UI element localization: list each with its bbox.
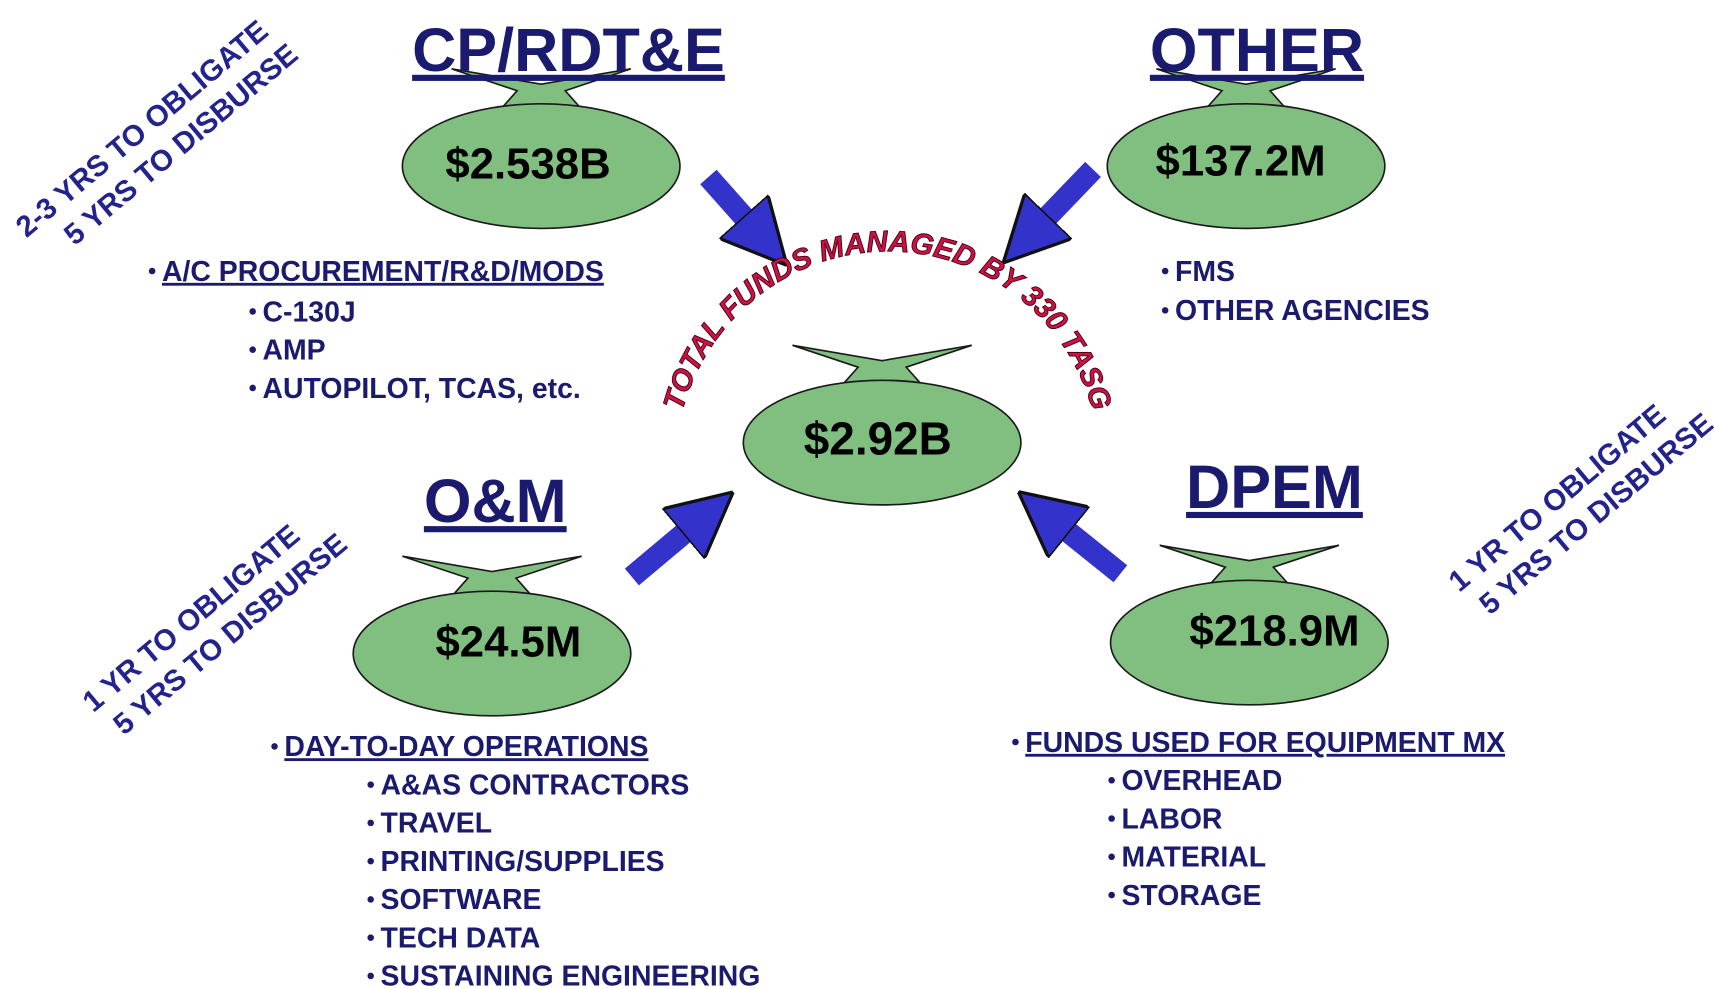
- list-item: PRINTING/SUPPLIES: [381, 846, 665, 878]
- bullet: [367, 896, 374, 903]
- arrow: [700, 169, 752, 226]
- bag-title: O&M: [424, 467, 567, 535]
- bag-body: [352, 590, 632, 717]
- arrow: [1040, 161, 1101, 225]
- bullet: [249, 346, 256, 353]
- bullet: [271, 743, 278, 750]
- note-line: 5 YRS TO DISBURSE: [58, 38, 304, 252]
- note-line: 5 YRS TO DISBURSE: [1473, 407, 1714, 621]
- bullet: [1161, 307, 1169, 314]
- list-item: TECH DATA: [381, 922, 541, 954]
- bag-body: [742, 379, 1022, 506]
- bullet: [148, 267, 156, 275]
- money-bag: [401, 68, 681, 230]
- arrow: [624, 526, 693, 586]
- list-item: OVERHEAD: [1121, 765, 1282, 797]
- list-item: FMS: [1175, 256, 1235, 288]
- bullet: [1108, 776, 1115, 784]
- bullet: [367, 972, 374, 980]
- bullet: [1161, 267, 1169, 275]
- bullet: [1108, 891, 1115, 899]
- list-item: OTHER AGENCIES: [1175, 295, 1430, 327]
- money-bag: [1106, 68, 1386, 230]
- bullet: [367, 819, 374, 827]
- money-bag: [1109, 544, 1389, 706]
- money-bag: [742, 344, 1022, 506]
- list-item: SUSTAINING ENGINEERING: [381, 961, 761, 989]
- list-header: DAY-TO-DAY OPERATIONS: [284, 731, 648, 763]
- bullet: [249, 308, 256, 315]
- total-amount: $2.92B: [804, 413, 952, 465]
- list-item: SOFTWARE: [381, 884, 542, 916]
- list-header: FUNDS USED FOR EQUIPMENT MX: [1025, 727, 1505, 759]
- list-item: A&AS CONTRACTORS: [381, 769, 690, 801]
- bag-amount: $137.2M: [1156, 136, 1326, 185]
- bag-amount: $24.5M: [436, 617, 582, 666]
- arrows: [624, 161, 1128, 586]
- bullet: [367, 857, 374, 865]
- bullet: [1108, 853, 1115, 861]
- list-item: TRAVEL: [381, 808, 493, 840]
- bag-title: OTHER: [1150, 16, 1364, 84]
- bag-amount: $218.9M: [1189, 606, 1359, 655]
- list-item: AMP: [263, 335, 326, 367]
- bullet: [249, 384, 256, 392]
- list-item: LABOR: [1121, 803, 1222, 835]
- bag-body: [401, 102, 681, 230]
- bullet: [1108, 815, 1115, 822]
- list-header: A/C PROCUREMENT/R&D/MODS: [162, 256, 604, 288]
- list-item: AUTOPILOT, TCAS, etc.: [263, 373, 581, 405]
- bullet: [1012, 738, 1019, 746]
- bag-body: [1106, 102, 1386, 230]
- money-bag: [352, 555, 632, 717]
- note-line: 5 YRS TO DISBURSE: [107, 527, 353, 741]
- bag-amount: $2.538B: [445, 140, 610, 189]
- bullet: [367, 781, 374, 788]
- bag-body: [1109, 579, 1389, 706]
- note-line: 2-3 YRS TO OBLIGATE: [10, 14, 275, 244]
- bag-title: DPEM: [1186, 453, 1363, 521]
- bullet: [367, 934, 374, 941]
- list-item: C-130J: [263, 296, 356, 328]
- list-item: MATERIAL: [1121, 842, 1266, 874]
- bag-title: CP/RDT&E: [412, 16, 725, 84]
- arrow: [1059, 525, 1128, 583]
- list-item: STORAGE: [1121, 880, 1261, 912]
